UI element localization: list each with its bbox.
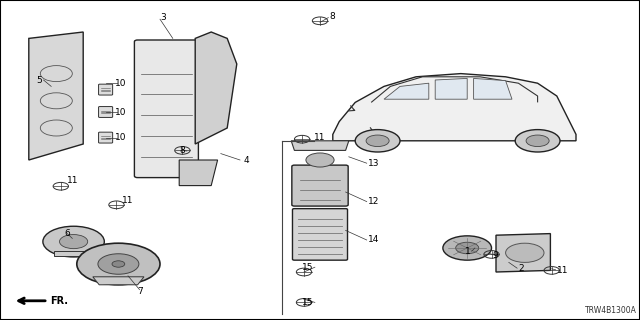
Text: 14: 14 <box>368 236 380 244</box>
Circle shape <box>98 254 139 274</box>
Text: 2: 2 <box>518 264 524 273</box>
Polygon shape <box>179 160 218 186</box>
Circle shape <box>366 135 389 147</box>
Text: TRW4B1300A: TRW4B1300A <box>585 306 637 315</box>
Text: 8: 8 <box>180 146 186 155</box>
Polygon shape <box>29 32 83 160</box>
Polygon shape <box>496 234 550 272</box>
Polygon shape <box>474 78 512 99</box>
Circle shape <box>306 153 334 167</box>
Polygon shape <box>333 74 576 141</box>
Text: 11: 11 <box>557 266 568 275</box>
Circle shape <box>112 261 125 267</box>
FancyBboxPatch shape <box>99 107 113 117</box>
Text: 12: 12 <box>368 197 380 206</box>
Text: 10: 10 <box>115 79 127 88</box>
Text: 8: 8 <box>330 12 335 20</box>
Polygon shape <box>291 141 349 150</box>
Text: 11: 11 <box>314 133 325 142</box>
FancyBboxPatch shape <box>134 40 198 178</box>
Text: 9: 9 <box>493 252 499 260</box>
Text: 11: 11 <box>67 176 79 185</box>
FancyBboxPatch shape <box>292 165 348 206</box>
Text: 15: 15 <box>302 298 314 307</box>
Polygon shape <box>384 83 429 99</box>
Circle shape <box>506 243 544 262</box>
Text: 5: 5 <box>36 76 42 84</box>
Circle shape <box>355 130 400 152</box>
Circle shape <box>43 226 104 257</box>
Circle shape <box>60 235 88 249</box>
Polygon shape <box>93 277 144 285</box>
Text: 4: 4 <box>243 156 249 164</box>
Text: 13: 13 <box>368 159 380 168</box>
Circle shape <box>77 243 160 285</box>
Text: 1: 1 <box>465 247 470 256</box>
Polygon shape <box>54 251 95 256</box>
Text: 7: 7 <box>138 287 143 296</box>
Text: 3: 3 <box>160 13 166 22</box>
Circle shape <box>456 242 479 254</box>
FancyBboxPatch shape <box>292 209 348 260</box>
FancyBboxPatch shape <box>99 84 113 95</box>
FancyBboxPatch shape <box>99 132 113 143</box>
Text: FR.: FR. <box>50 296 68 306</box>
Text: 15: 15 <box>302 263 314 272</box>
Text: 10: 10 <box>115 108 127 116</box>
Text: 11: 11 <box>122 196 133 204</box>
Circle shape <box>443 236 492 260</box>
Polygon shape <box>195 32 237 144</box>
Text: 10: 10 <box>115 133 127 142</box>
Circle shape <box>526 135 549 147</box>
Text: 6: 6 <box>64 229 70 238</box>
Circle shape <box>515 130 560 152</box>
Polygon shape <box>435 78 467 99</box>
